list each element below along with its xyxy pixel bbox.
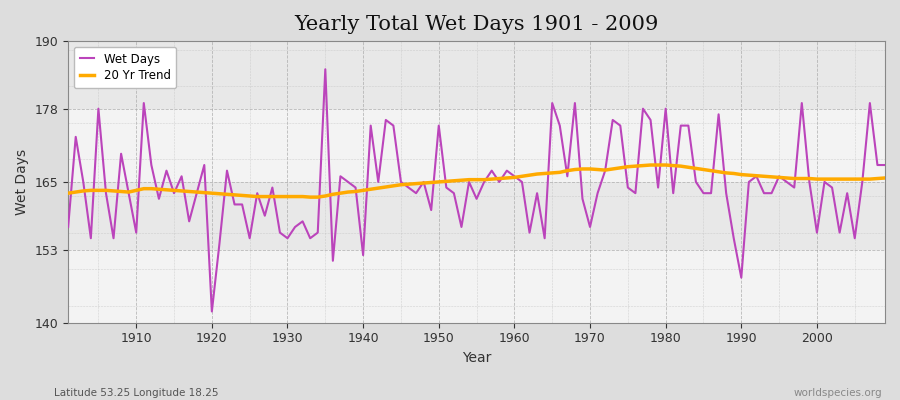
Y-axis label: Wet Days: Wet Days	[15, 149, 29, 215]
Title: Yearly Total Wet Days 1901 - 2009: Yearly Total Wet Days 1901 - 2009	[294, 15, 659, 34]
Wet Days	[206, 309, 217, 314]
20 Yr Trend	[509, 175, 520, 180]
X-axis label: Year: Year	[462, 351, 491, 365]
Wet Days	[524, 230, 535, 235]
20 Yr Trend	[517, 174, 527, 179]
Bar	[68, 250, 885, 323]
Wet Days	[517, 180, 527, 184]
20 Yr Trend	[879, 176, 890, 180]
Text: Latitude 53.25 Longitude 18.25: Latitude 53.25 Longitude 18.25	[54, 388, 219, 398]
Wet Days	[615, 123, 626, 128]
20 Yr Trend	[608, 166, 618, 171]
Line: Wet Days: Wet Days	[68, 69, 885, 312]
20 Yr Trend	[343, 190, 354, 194]
Bar	[68, 109, 885, 182]
Line: 20 Yr Trend: 20 Yr Trend	[68, 165, 885, 197]
20 Yr Trend	[290, 194, 301, 199]
Wet Days	[320, 67, 330, 72]
Legend: Wet Days, 20 Yr Trend: Wet Days, 20 Yr Trend	[74, 47, 176, 88]
20 Yr Trend	[123, 190, 134, 194]
Text: worldspecies.org: worldspecies.org	[794, 388, 882, 398]
Wet Days	[123, 191, 134, 196]
20 Yr Trend	[63, 191, 74, 196]
20 Yr Trend	[645, 163, 656, 168]
20 Yr Trend	[305, 195, 316, 200]
Wet Days	[297, 219, 308, 224]
Wet Days	[63, 224, 74, 229]
Wet Days	[879, 163, 890, 168]
Wet Days	[350, 185, 361, 190]
